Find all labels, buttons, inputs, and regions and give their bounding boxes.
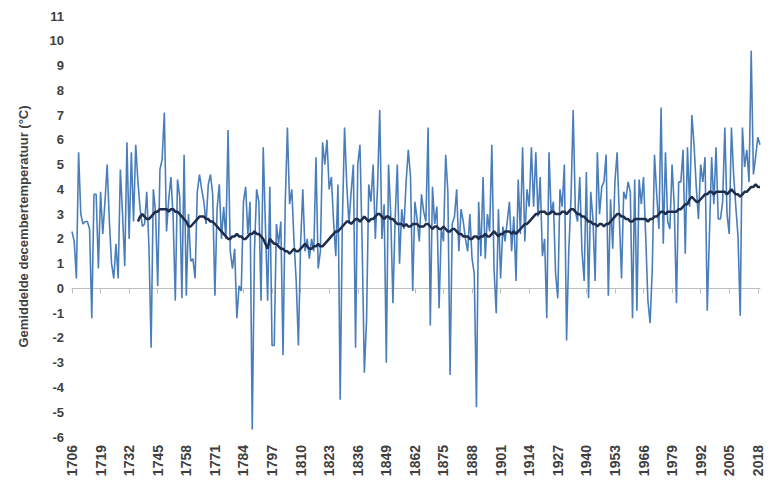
svg-text:8: 8: [57, 83, 64, 98]
svg-text:1862: 1862: [407, 445, 423, 476]
svg-text:-4: -4: [52, 380, 64, 395]
svg-text:7: 7: [57, 108, 64, 123]
svg-text:11: 11: [50, 9, 64, 24]
svg-text:1979: 1979: [664, 445, 680, 476]
svg-text:1810: 1810: [293, 445, 309, 476]
svg-text:1914: 1914: [521, 445, 537, 476]
svg-text:Gemiddelde decembertemperatuur: Gemiddelde decembertemperatuur (°C): [16, 105, 31, 347]
svg-text:2: 2: [57, 231, 64, 246]
svg-text:1797: 1797: [264, 445, 280, 476]
svg-text:1901: 1901: [493, 445, 509, 476]
svg-text:-2: -2: [52, 330, 64, 345]
svg-text:9: 9: [57, 58, 64, 73]
svg-text:1849: 1849: [378, 445, 394, 476]
svg-text:1992: 1992: [693, 445, 709, 476]
svg-text:1784: 1784: [235, 445, 251, 476]
svg-text:-6: -6: [52, 430, 64, 445]
svg-text:-1: -1: [52, 306, 64, 321]
svg-text:3: 3: [57, 207, 64, 222]
svg-text:10: 10: [50, 33, 64, 48]
svg-text:1966: 1966: [636, 445, 652, 476]
svg-text:5: 5: [57, 157, 64, 172]
svg-text:1875: 1875: [435, 445, 451, 476]
svg-text:1888: 1888: [464, 445, 480, 476]
svg-text:1771: 1771: [207, 445, 223, 476]
svg-text:1745: 1745: [150, 445, 166, 476]
svg-text:1836: 1836: [350, 445, 366, 476]
svg-text:1719: 1719: [93, 445, 109, 476]
svg-text:-5: -5: [52, 405, 64, 420]
svg-text:0: 0: [57, 281, 64, 296]
svg-text:1927: 1927: [550, 445, 566, 476]
svg-text:1823: 1823: [321, 445, 337, 476]
svg-text:1758: 1758: [178, 445, 194, 476]
svg-text:1732: 1732: [121, 445, 137, 476]
svg-text:4: 4: [57, 182, 65, 197]
svg-text:1706: 1706: [64, 445, 80, 476]
svg-text:2005: 2005: [721, 445, 737, 476]
svg-text:-3: -3: [52, 355, 64, 370]
svg-text:1940: 1940: [578, 445, 594, 476]
svg-text:1: 1: [57, 256, 64, 271]
svg-text:2018: 2018: [750, 445, 766, 476]
svg-text:6: 6: [57, 132, 64, 147]
svg-text:1953: 1953: [607, 445, 623, 476]
